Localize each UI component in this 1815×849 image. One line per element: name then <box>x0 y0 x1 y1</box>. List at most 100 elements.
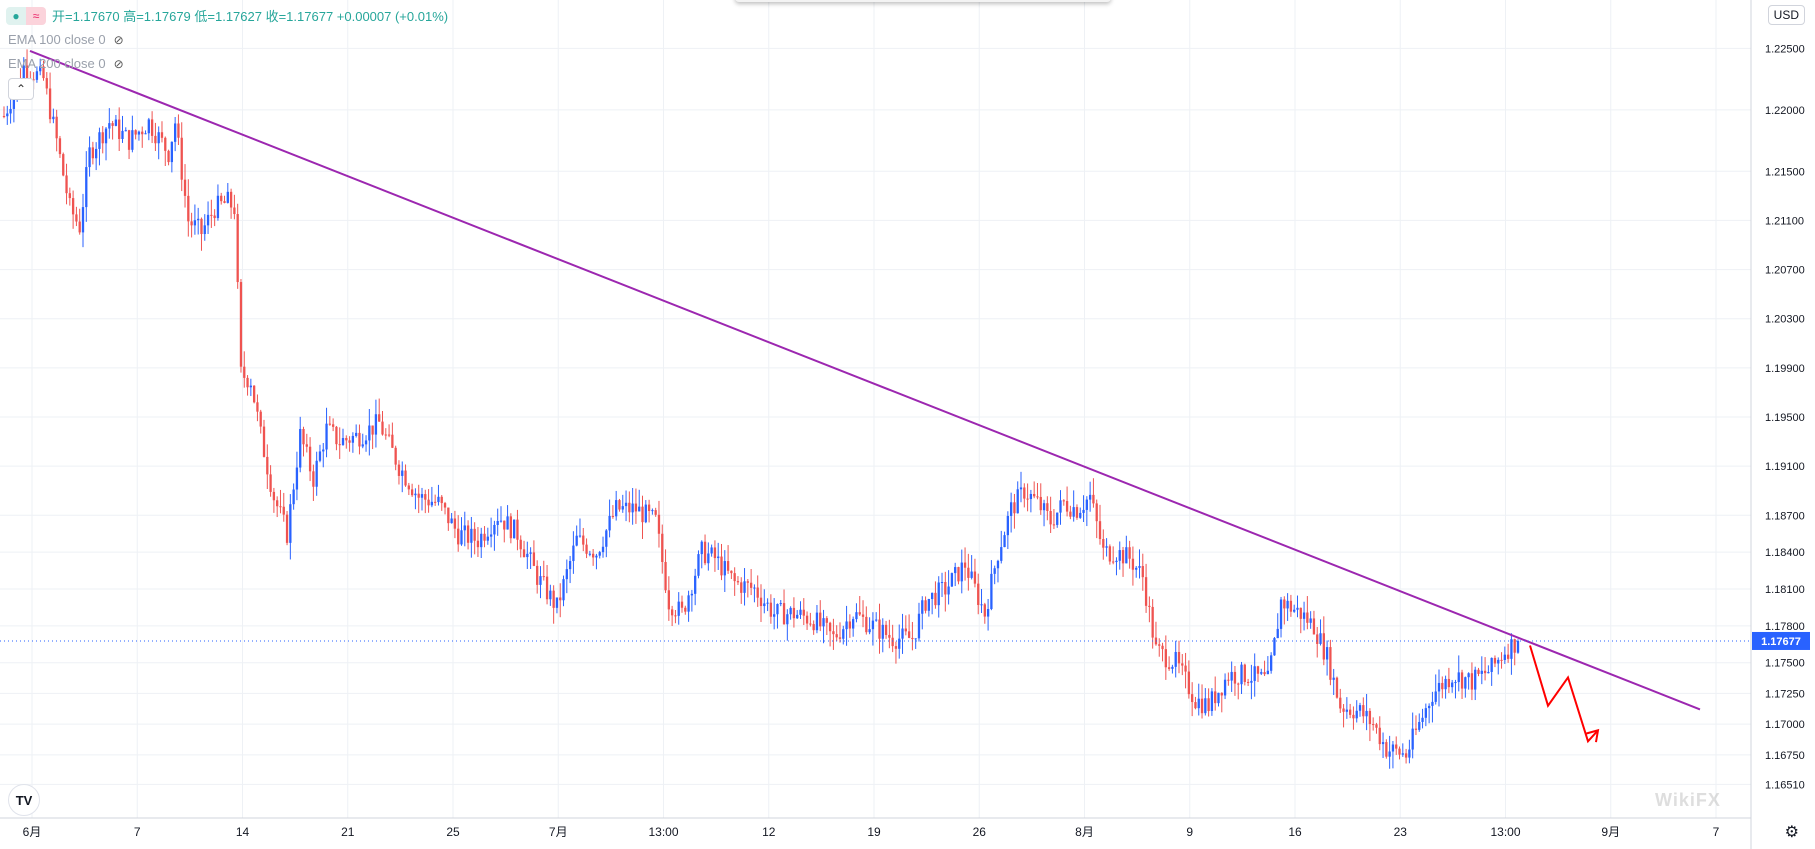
candle-body <box>641 506 644 523</box>
candle-body <box>819 612 822 627</box>
candle-body <box>789 607 792 615</box>
candle-body <box>430 501 434 506</box>
candle-body <box>1302 612 1306 619</box>
candle-body <box>226 191 229 203</box>
candle-body <box>1375 724 1378 728</box>
candle-body <box>773 614 776 617</box>
price-tick-label: 1.22000 <box>1765 105 1805 117</box>
candle-body <box>1095 503 1098 522</box>
collapse-legend-button[interactable]: ⌃ <box>8 78 34 100</box>
candle-body <box>118 119 121 139</box>
candle-body <box>407 485 410 490</box>
indicator-ema-200[interactable]: EMA 200 close 0 ⊘ <box>8 56 124 71</box>
candle-body <box>980 604 983 606</box>
candle-body <box>1355 710 1358 719</box>
candle-body <box>183 179 187 196</box>
market-status-dot-icon[interactable]: ● <box>6 6 26 25</box>
candle-body <box>917 613 921 639</box>
candle-body <box>1418 721 1421 730</box>
candle-body <box>670 609 674 616</box>
candle-body <box>825 618 828 623</box>
candle-body <box>1460 672 1464 689</box>
candle-body <box>697 554 700 576</box>
gear-icon[interactable]: ⚙ <box>1784 824 1799 841</box>
tradingview-logo[interactable]: TV <box>8 784 40 816</box>
candle-body <box>664 561 667 591</box>
price-tick-label: 1.19100 <box>1765 461 1805 473</box>
candle-body <box>384 434 387 436</box>
candle-body <box>542 576 545 578</box>
candle-body <box>1250 680 1253 683</box>
candle-body <box>875 619 878 621</box>
candle-body <box>661 533 664 562</box>
floating-toolbar-edge[interactable] <box>735 0 1111 2</box>
candle-body <box>838 637 842 639</box>
candle-body <box>986 609 990 617</box>
currency-selector[interactable]: USD <box>1767 5 1805 25</box>
time-tick-label: 23 <box>1394 825 1408 839</box>
candle-body <box>526 553 529 558</box>
candle-body <box>1197 698 1200 709</box>
candle-body <box>1154 637 1158 645</box>
candle-body <box>453 518 457 529</box>
eye-hidden-icon[interactable]: ⊘ <box>113 32 124 47</box>
candle-body <box>1513 639 1516 653</box>
candle-body <box>1289 600 1293 612</box>
candlestick-series <box>2 49 1520 769</box>
candle-body <box>1352 714 1355 719</box>
candle-body <box>865 616 868 633</box>
candle-body <box>1273 638 1276 656</box>
candle-body <box>1171 666 1174 669</box>
candle-body <box>1411 728 1414 750</box>
candle-body <box>684 607 687 612</box>
time-axis[interactable]: 6月 7 14 21 25 7月 13:00 12 19 26 8月 9 16 23 13:00 9月 7 <box>23 825 1720 839</box>
candle-body <box>647 504 651 512</box>
candle-body <box>822 618 825 627</box>
last-price-badge <box>1752 631 1810 650</box>
candle-body <box>572 545 575 562</box>
eye-hidden-icon[interactable]: ⊘ <box>113 56 124 71</box>
candle-body <box>108 123 111 129</box>
price-axis[interactable]: 1.22500 1.22000 1.21500 1.21100 1.20700 1.203… <box>1765 43 1805 791</box>
candle-body <box>480 533 483 548</box>
candle-body <box>420 494 424 498</box>
candle-body <box>1388 751 1391 757</box>
candle-body <box>121 130 124 139</box>
candle-body <box>1398 748 1401 755</box>
time-tick-label: 7 <box>134 825 141 839</box>
candle-body <box>1404 753 1408 758</box>
candle-body <box>368 425 371 441</box>
candle-body <box>348 440 351 443</box>
price-tick-label: 1.16750 <box>1765 750 1805 762</box>
data-wave-icon[interactable]: ≈ <box>26 6 46 25</box>
candle-body <box>954 567 957 574</box>
candle-body <box>305 444 308 447</box>
candle-body <box>723 561 726 576</box>
candle-body <box>180 137 183 180</box>
candle-body <box>503 520 506 530</box>
indicator-ema-100[interactable]: EMA 100 close 0 ⊘ <box>8 32 124 47</box>
candle-body <box>605 530 608 547</box>
candle-body <box>1181 663 1184 666</box>
candle-body <box>243 366 246 378</box>
candle-body <box>85 167 88 208</box>
candle-body <box>977 583 980 606</box>
candle-body <box>598 552 601 556</box>
candle-body <box>1158 644 1161 646</box>
candle-body <box>1065 501 1069 512</box>
candle-body <box>1506 654 1510 659</box>
candle-body <box>246 377 249 388</box>
candle-body <box>6 113 9 117</box>
candle-body <box>615 500 618 517</box>
candle-body <box>190 221 193 226</box>
candle-body <box>440 496 443 504</box>
candle-body <box>694 575 697 594</box>
candle-body <box>1516 640 1520 653</box>
candle-body <box>460 530 463 545</box>
candle-body <box>539 576 542 585</box>
candle-body <box>799 609 802 615</box>
candle-body <box>111 123 114 126</box>
candle-body <box>1135 567 1138 570</box>
series-status-pill[interactable]: ● ≈ <box>6 6 46 25</box>
